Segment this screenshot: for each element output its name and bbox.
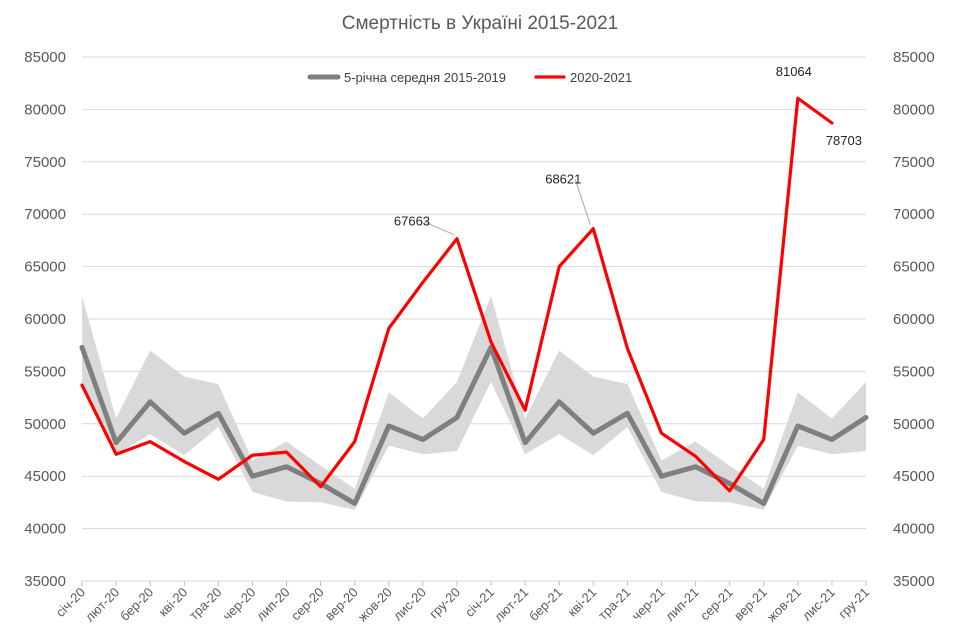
x-tick-label: сер-21 [697,585,736,624]
data-label: 68621 [545,172,581,187]
data-label: 78703 [826,133,862,148]
line-2020-2021 [80,96,834,493]
x-tick-label: вер-21 [731,585,770,624]
series-lines [79,96,869,506]
y-tick-label-left: 70000 [24,206,66,223]
x-tick-label: вер-20 [322,585,361,624]
y-tick-label-right: 40000 [893,521,935,538]
legend-label-average: 5-річна середня 2015-2019 [344,70,506,85]
y-tick-label-left: 35000 [24,573,66,590]
y-tick-label-left: 65000 [24,259,66,276]
y-tick-label-left: 60000 [24,311,66,328]
y-tick-label-right: 35000 [893,573,935,590]
legend-label-2020-2021: 2020-2021 [570,70,632,85]
x-tick-label: лис-21 [799,585,838,624]
y-tick-label-left: 45000 [24,468,66,485]
y-tick-label-left: 75000 [24,154,66,171]
y-tick-label-left: 80000 [24,101,66,118]
y-tick-label-right: 80000 [893,101,935,118]
x-tick-label: кві-20 [156,585,191,620]
x-tick-label: тра-20 [186,585,224,623]
y-tick-label-right: 60000 [893,311,935,328]
y-tick-label-right: 85000 [893,49,935,66]
y-tick-label-left: 85000 [24,49,66,66]
data-labels: 67663 68621 81064 78703 [394,64,862,236]
y-tick-label-left: 55000 [24,363,66,380]
x-tick-label: лют-21 [491,585,531,625]
y-tick-label-left: 50000 [24,416,66,433]
x-tick-label: гру-20 [426,585,463,622]
x-tick-label: бер-21 [526,585,565,624]
y-tick-label-right: 50000 [893,416,935,433]
min-max-band [82,295,866,510]
y-tick-label-right: 55000 [893,363,935,380]
x-tick-label: чер-20 [220,585,259,624]
x-tick-label: кві-21 [565,585,600,620]
x-tick-label: лют-20 [82,585,122,625]
data-label: 67663 [394,214,430,229]
x-tick-label: тра-21 [595,585,633,623]
x-tick-label: жов-20 [355,585,395,625]
y-tick-label-left: 40000 [24,521,66,538]
x-tick-label: сер-20 [288,585,327,624]
x-tick-label: лип-20 [253,585,292,624]
y-tick-label-right: 45000 [893,468,935,485]
chart-title: Смертність в Україні 2015-2021 [342,13,618,34]
x-tick-label: гру-21 [835,585,872,622]
x-tick-label: чер-21 [629,585,668,624]
x-tick-label: лис-20 [390,585,429,624]
x-tick-label: жов-21 [764,585,804,625]
y-tick-label-right: 70000 [893,206,935,223]
y-tick-label-right: 65000 [893,259,935,276]
range-band [82,295,866,510]
gridlines [82,56,866,582]
x-tick-label: лип-21 [662,585,701,624]
average-2015-2019-line [79,344,869,506]
y-tick-label-right: 75000 [893,154,935,171]
data-label-leader [574,179,591,225]
legend: 5-річна середня 2015-2019 2020-2021 [307,70,632,85]
data-label: 81064 [776,64,812,79]
data-label-leader [423,221,455,236]
x-tick-label: бер-20 [117,585,156,624]
